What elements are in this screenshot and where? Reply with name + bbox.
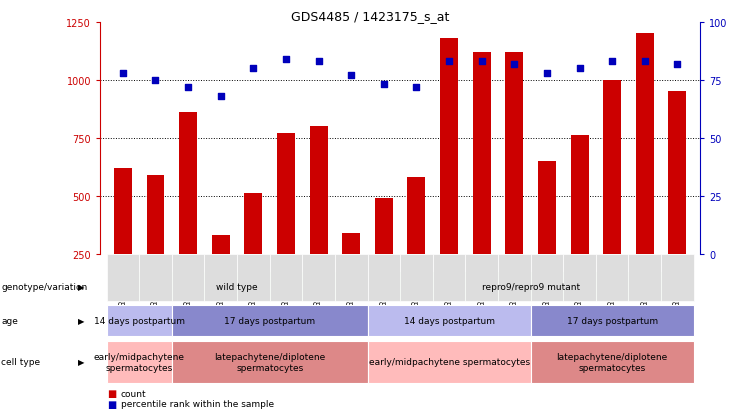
Text: latepachytene/diplotene
spermatocytes: latepachytene/diplotene spermatocytes (214, 352, 325, 372)
Text: 17 days postpartum: 17 days postpartum (224, 317, 315, 325)
Text: ■: ■ (107, 388, 116, 398)
Bar (245, 194, 262, 312)
Bar (668, 92, 686, 312)
Text: early/midpachytene
spermatocytes: early/midpachytene spermatocytes (93, 352, 185, 372)
Text: ▶: ▶ (79, 317, 84, 325)
Point (313, 59, 325, 65)
Text: GDS4485 / 1423175_s_at: GDS4485 / 1423175_s_at (291, 10, 450, 23)
Point (574, 66, 585, 72)
Point (378, 82, 390, 88)
Bar (212, 235, 230, 312)
Text: 17 days postpartum: 17 days postpartum (567, 317, 658, 325)
Point (508, 61, 520, 68)
Bar (277, 134, 295, 312)
Bar (147, 176, 165, 312)
Bar (636, 34, 654, 312)
Text: genotype/variation: genotype/variation (1, 282, 87, 291)
Point (606, 59, 618, 65)
Text: ▶: ▶ (79, 358, 84, 366)
Point (639, 59, 651, 65)
Point (280, 57, 292, 63)
Bar (603, 81, 621, 312)
Bar (571, 136, 588, 312)
Bar (310, 127, 328, 312)
Point (182, 84, 194, 91)
Text: age: age (1, 317, 19, 325)
Bar (440, 39, 458, 312)
Text: wild type: wild type (216, 282, 258, 291)
Text: percentile rank within the sample: percentile rank within the sample (121, 399, 274, 408)
Bar (408, 178, 425, 312)
Point (215, 93, 227, 100)
Point (411, 84, 422, 91)
Bar (342, 233, 360, 312)
Text: latepachytene/diplotene
spermatocytes: latepachytene/diplotene spermatocytes (556, 352, 668, 372)
Bar (538, 161, 556, 312)
Text: 14 days postpartum: 14 days postpartum (93, 317, 185, 325)
Bar (179, 113, 197, 312)
Point (671, 61, 683, 68)
Point (541, 70, 553, 77)
Bar (505, 53, 523, 312)
Text: early/midpachytene spermatocytes: early/midpachytene spermatocytes (368, 358, 530, 366)
Point (476, 59, 488, 65)
Text: ■: ■ (107, 399, 116, 409)
Point (247, 66, 259, 72)
Point (117, 70, 129, 77)
Text: repro9/repro9 mutant: repro9/repro9 mutant (482, 282, 579, 291)
Bar (375, 199, 393, 312)
Text: count: count (121, 389, 147, 398)
Bar (473, 53, 491, 312)
Point (443, 59, 455, 65)
Text: ▶: ▶ (79, 282, 84, 291)
Point (345, 73, 357, 79)
Text: cell type: cell type (1, 358, 41, 366)
Point (150, 77, 162, 84)
Bar (114, 169, 132, 312)
Text: 14 days postpartum: 14 days postpartum (404, 317, 494, 325)
